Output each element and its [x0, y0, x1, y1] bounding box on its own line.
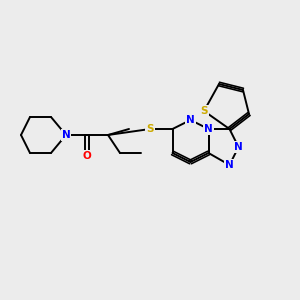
Text: N: N	[61, 130, 70, 140]
Text: N: N	[225, 160, 234, 170]
Text: S: S	[146, 124, 154, 134]
Text: N: N	[234, 142, 243, 152]
Text: N: N	[186, 115, 195, 125]
Text: O: O	[82, 151, 91, 161]
Text: S: S	[200, 106, 208, 116]
Text: N: N	[204, 124, 213, 134]
